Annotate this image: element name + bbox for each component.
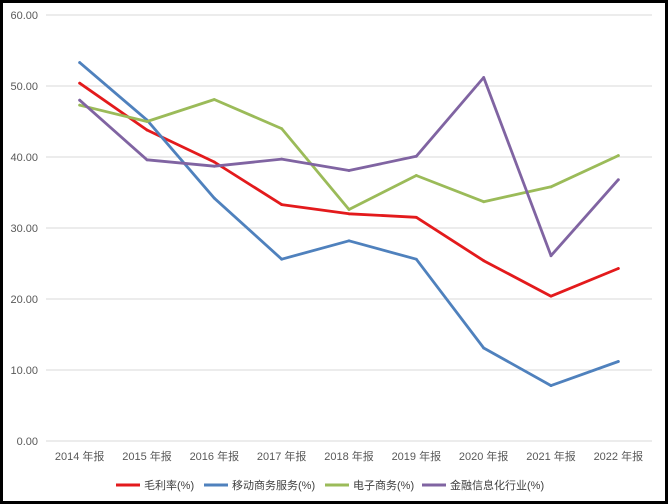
x-tick-label: 2022 年报 (594, 449, 644, 463)
y-tick-label: 10.00 (10, 365, 38, 377)
data-point (347, 208, 351, 211)
data-point (145, 158, 149, 162)
y-tick-label: 30.00 (10, 223, 38, 235)
data-point (212, 160, 216, 164)
x-tick-label: 2020 年报 (459, 449, 509, 463)
x-tick-label: 2015 年报 (122, 449, 172, 463)
data-point (280, 203, 284, 206)
data-point (414, 154, 418, 158)
data-point (347, 169, 351, 172)
x-tick-label: 2016 年报 (190, 449, 240, 463)
data-point (616, 267, 620, 270)
data-point (482, 346, 486, 350)
series-line-3 (78, 76, 620, 258)
data-point (347, 212, 351, 216)
y-tick-label: 0.00 (17, 436, 38, 448)
x-tick-label: 2018 年报 (324, 449, 374, 463)
data-point (78, 103, 82, 107)
data-point (549, 254, 553, 258)
data-point (414, 215, 418, 219)
data-point (414, 257, 418, 261)
data-point (482, 259, 486, 263)
data-point (280, 257, 284, 261)
data-point (549, 384, 553, 388)
legend-label: 电子商务(%) (353, 478, 414, 492)
x-axis: 2014 年报 2015 年报 2016 年报 2017 年报 2018 年报 2019 … (55, 449, 643, 463)
y-axis: 0.00 10.00 20.00 30.00 40.00 50.00 60.00 (10, 10, 38, 448)
data-point (347, 239, 351, 243)
series-lines (78, 61, 620, 388)
legend-label: 移动商务服务(%) (232, 478, 315, 492)
data-point (78, 61, 82, 64)
data-point (280, 157, 284, 161)
legend-label: 金融信息化行业(%) (450, 478, 544, 492)
data-point (212, 164, 216, 168)
data-point (549, 294, 553, 298)
x-tick-label: 2021 年报 (526, 449, 576, 463)
data-point (145, 128, 149, 132)
data-point (482, 76, 486, 79)
x-tick-label: 2017 年报 (257, 449, 307, 463)
data-point (616, 154, 620, 157)
series-line-1 (78, 61, 620, 388)
legend: 毛利率(%) 移动商务服务(%) 电子商务(%) 金融信息化行业(%) (116, 478, 544, 492)
y-tick-label: 60.00 (10, 10, 38, 22)
data-point (616, 178, 620, 182)
data-point (78, 81, 82, 85)
data-point (280, 127, 284, 130)
data-point (145, 120, 149, 123)
x-tick-label: 2019 年报 (392, 449, 442, 463)
y-tick-label: 40.00 (10, 152, 38, 164)
data-point (212, 98, 216, 101)
data-point (78, 98, 82, 102)
y-tick-label: 20.00 (10, 294, 38, 306)
gridlines (46, 14, 652, 442)
data-point (482, 200, 486, 204)
y-tick-label: 50.00 (10, 81, 38, 93)
legend-label: 毛利率(%) (144, 478, 194, 492)
data-point (616, 360, 620, 363)
data-point (549, 185, 553, 189)
data-point (212, 196, 216, 200)
data-point (414, 174, 418, 177)
series-line-2 (78, 98, 620, 211)
x-tick-label: 2014 年报 (55, 449, 105, 463)
